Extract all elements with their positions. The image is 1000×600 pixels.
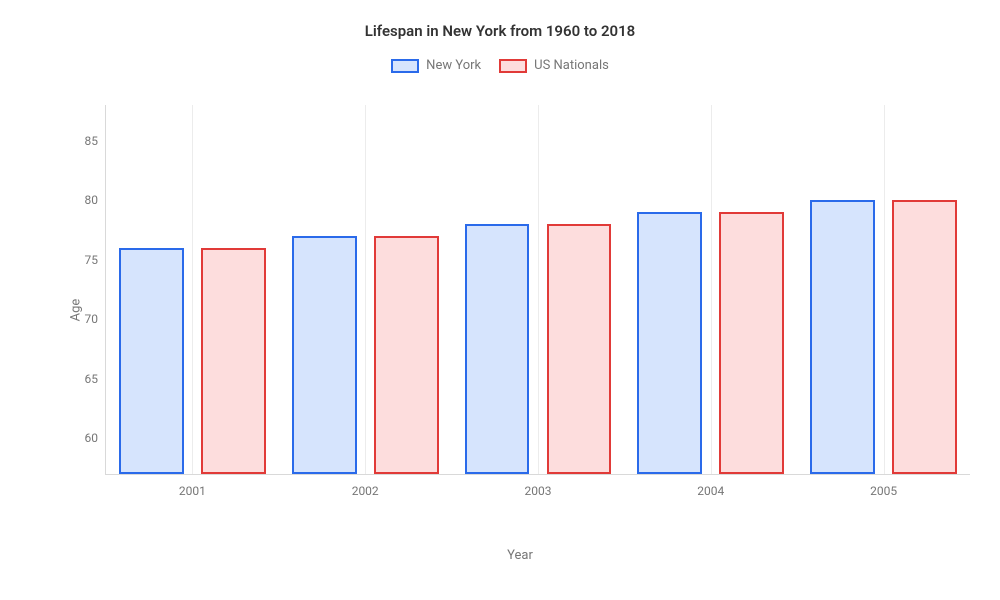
bar [637,212,702,474]
bar [201,248,266,474]
chart-title: Lifespan in New York from 1960 to 2018 [0,0,1000,40]
gridline-vertical [192,105,193,474]
legend-swatch-icon [391,59,419,73]
bar [892,200,957,474]
legend-label: US Nationals [534,58,609,73]
chart-legend: New York US Nationals [0,58,1000,73]
bar [374,236,439,474]
gridline-vertical [884,105,885,474]
bar [292,236,357,474]
x-tick-label: 2003 [525,474,552,498]
bar [119,248,184,474]
y-tick-label: 85 [85,134,107,148]
x-tick-label: 2004 [697,474,724,498]
x-tick-label: 2005 [870,474,897,498]
y-tick-label: 80 [85,193,107,207]
bar [547,224,612,474]
y-tick-label: 70 [85,312,107,326]
legend-item-us-nationals: US Nationals [499,58,609,73]
plot-area: 60657075808520012002200320042005 [105,105,970,475]
gridline-vertical [711,105,712,474]
bar [719,212,784,474]
y-tick-label: 65 [85,372,107,386]
gridline-vertical [365,105,366,474]
legend-label: New York [426,58,481,73]
bar [810,200,875,474]
x-tick-label: 2002 [352,474,379,498]
y-axis-label: Age [69,299,84,322]
gridline-vertical [538,105,539,474]
bar [465,224,530,474]
plot-outer: Age 60657075808520012002200320042005 Yea… [60,105,980,515]
chart-container: Lifespan in New York from 1960 to 2018 N… [0,0,1000,600]
x-axis-label: Year [507,548,533,563]
y-tick-label: 60 [85,431,107,445]
x-tick-label: 2001 [179,474,206,498]
legend-item-new-york: New York [391,58,481,73]
y-tick-label: 75 [85,253,107,267]
legend-swatch-icon [499,59,527,73]
